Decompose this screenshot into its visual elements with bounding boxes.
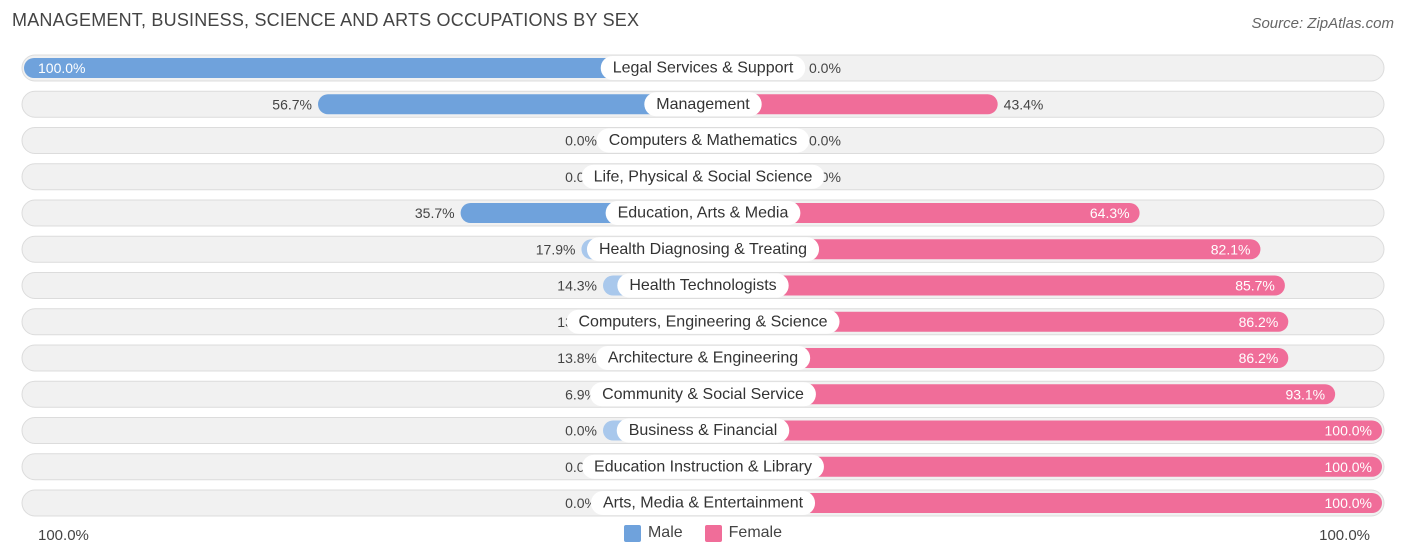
bar-female bbox=[703, 384, 1336, 405]
value-label-male: 13.8% bbox=[557, 350, 597, 366]
category-label: Community & Social Service bbox=[602, 386, 804, 403]
category-pill bbox=[590, 382, 816, 407]
value-label-female: 43.4% bbox=[1004, 96, 1044, 112]
source-label: Source: ZipAtlas.com bbox=[1251, 15, 1394, 32]
category-label: Business & Financial bbox=[629, 422, 778, 439]
value-label-male: 14.3% bbox=[557, 278, 597, 294]
category-label: Management bbox=[656, 96, 750, 113]
chart: 100.0% 0.0% Legal Services & Support 56.7% 4… bbox=[21, 54, 1385, 517]
category-pill bbox=[617, 273, 789, 298]
value-label-male: 6.9% bbox=[565, 386, 597, 402]
bar-male bbox=[318, 94, 703, 115]
value-label-female: 100.0% bbox=[1325, 459, 1372, 475]
category-label: Education Instruction & Library bbox=[594, 458, 812, 475]
legend-label-male: Male bbox=[647, 524, 683, 541]
category-label: Health Diagnosing & Treating bbox=[599, 241, 807, 258]
category-label: Architecture & Engineering bbox=[608, 350, 798, 367]
value-label-female: 0.0% bbox=[809, 133, 841, 149]
legend-swatch-female bbox=[704, 524, 722, 542]
value-label-male: 0.0% bbox=[565, 423, 597, 439]
value-label-female: 100.0% bbox=[1325, 495, 1372, 511]
bar-female bbox=[703, 420, 1382, 441]
value-label-female: 93.1% bbox=[1285, 386, 1325, 402]
value-label-female: 85.7% bbox=[1235, 278, 1275, 294]
category-label: Life, Physical & Social Science bbox=[594, 168, 813, 185]
category-pill bbox=[581, 164, 825, 189]
chart-title: MANAGEMENT, BUSINESS, SCIENCE AND ARTS O… bbox=[12, 10, 640, 30]
category-label: Arts, Media & Entertainment bbox=[603, 495, 804, 512]
value-label-male: 17.9% bbox=[536, 241, 576, 257]
value-label-female: 0.0% bbox=[809, 60, 841, 76]
bar-female bbox=[703, 94, 998, 115]
legend-swatch-male bbox=[623, 524, 641, 542]
value-label-male: 56.7% bbox=[272, 96, 312, 112]
value-label-female: 82.1% bbox=[1211, 241, 1251, 257]
value-label-male: 0.0% bbox=[565, 133, 597, 149]
bar-female bbox=[703, 311, 1289, 332]
category-pill bbox=[590, 491, 816, 515]
category-pill bbox=[616, 418, 790, 443]
bar-female bbox=[703, 275, 1285, 296]
legend-item-female: Female bbox=[704, 524, 783, 542]
category-label: Health Technologists bbox=[629, 277, 776, 294]
category-pill bbox=[596, 128, 810, 153]
legend-item-male: Male bbox=[623, 524, 683, 542]
legend: Male Female bbox=[0, 524, 1406, 542]
bar-female bbox=[703, 493, 1382, 513]
axis-right-label: 100.0% bbox=[1319, 527, 1370, 544]
category-pill bbox=[582, 454, 824, 479]
value-label-female: 86.2% bbox=[1239, 314, 1279, 330]
category-pill bbox=[586, 237, 820, 262]
category-pill bbox=[644, 92, 762, 117]
bar-female bbox=[703, 239, 1261, 260]
category-pill bbox=[600, 56, 806, 80]
bar-female bbox=[703, 456, 1382, 477]
category-pill bbox=[595, 346, 811, 370]
bar-male bbox=[24, 58, 703, 78]
value-label-female: 100.0% bbox=[1325, 423, 1372, 439]
legend-label-female: Female bbox=[728, 524, 783, 541]
category-label: Legal Services & Support bbox=[613, 60, 794, 77]
category-label: Education, Arts & Media bbox=[618, 205, 789, 222]
category-pill bbox=[566, 309, 840, 334]
value-label-male: 0.0% bbox=[565, 495, 597, 511]
category-pill bbox=[605, 201, 801, 225]
axis-left-label: 100.0% bbox=[38, 527, 89, 544]
bar-female bbox=[703, 348, 1289, 368]
category-label: Computers, Engineering & Science bbox=[578, 313, 827, 330]
value-label-male: 100.0% bbox=[38, 60, 85, 76]
value-label-female: 64.3% bbox=[1090, 205, 1130, 221]
value-label-female: 86.2% bbox=[1239, 350, 1279, 366]
bar-female bbox=[703, 203, 1140, 223]
value-label-male: 35.7% bbox=[415, 205, 455, 221]
category-label: Computers & Mathematics bbox=[609, 132, 798, 149]
